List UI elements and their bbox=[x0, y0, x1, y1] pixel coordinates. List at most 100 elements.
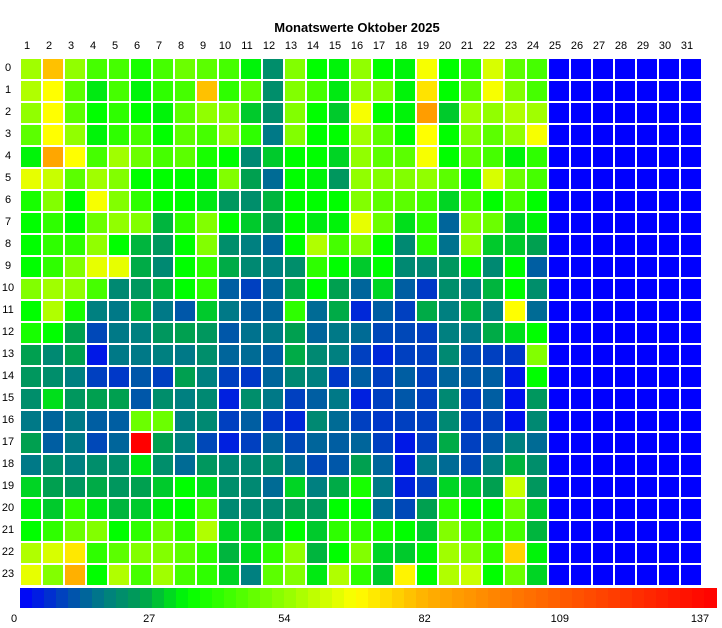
colorbar-segment bbox=[200, 588, 213, 608]
y-tick-label: 5 bbox=[4, 172, 12, 184]
heatmap-cell bbox=[285, 323, 305, 343]
heatmap-cell bbox=[329, 147, 349, 167]
heatmap-cell bbox=[175, 213, 195, 233]
heatmap-cell bbox=[527, 499, 547, 519]
heatmap-cell bbox=[87, 59, 107, 79]
heatmap-cell bbox=[241, 543, 261, 563]
heatmap-cell bbox=[87, 521, 107, 541]
heatmap-cell bbox=[395, 235, 415, 255]
colorbar-segment bbox=[332, 588, 345, 608]
heatmap-cell bbox=[219, 59, 239, 79]
heatmap-cell bbox=[417, 59, 437, 79]
heatmap-cell bbox=[87, 455, 107, 475]
heatmap-cell bbox=[659, 521, 679, 541]
heatmap-cell bbox=[197, 411, 217, 431]
heatmap-cell bbox=[571, 191, 591, 211]
heatmap-cell bbox=[549, 81, 569, 101]
heatmap-cell bbox=[153, 235, 173, 255]
heatmap-cell bbox=[109, 235, 129, 255]
heatmap-cell bbox=[21, 543, 41, 563]
heatmap-cell bbox=[241, 323, 261, 343]
heatmap-cell bbox=[109, 59, 129, 79]
heatmap-cell bbox=[263, 257, 283, 277]
heatmap-cell bbox=[307, 59, 327, 79]
heatmap-cell bbox=[241, 565, 261, 585]
heatmap-cell bbox=[307, 235, 327, 255]
heatmap-cell bbox=[637, 191, 657, 211]
colorbar-segment bbox=[488, 588, 501, 608]
heatmap-cell bbox=[637, 169, 657, 189]
heatmap-cell bbox=[87, 433, 107, 453]
heatmap-cell bbox=[131, 59, 151, 79]
heatmap-cell bbox=[109, 499, 129, 519]
heatmap-cell bbox=[263, 477, 283, 497]
heatmap-cell bbox=[659, 389, 679, 409]
heatmap-cell bbox=[549, 389, 569, 409]
heatmap-cell bbox=[505, 389, 525, 409]
heatmap-cell bbox=[87, 367, 107, 387]
heatmap-cell bbox=[87, 81, 107, 101]
heatmap-cell bbox=[131, 169, 151, 189]
heatmap-cell bbox=[351, 543, 371, 563]
heatmap-cell bbox=[527, 521, 547, 541]
heatmap-cell bbox=[681, 565, 701, 585]
heatmap-cell bbox=[65, 345, 85, 365]
y-tick-label: 15 bbox=[1, 392, 15, 404]
heatmap-cell bbox=[373, 125, 393, 145]
heatmap-cell bbox=[131, 191, 151, 211]
heatmap-cell bbox=[219, 477, 239, 497]
heatmap-cell bbox=[197, 433, 217, 453]
heatmap-cell bbox=[417, 323, 437, 343]
x-tick-label: 29 bbox=[636, 40, 650, 52]
heatmap-cell bbox=[571, 411, 591, 431]
x-tick-label: 12 bbox=[262, 40, 276, 52]
y-tick-label: 21 bbox=[1, 524, 15, 536]
heatmap-cell bbox=[65, 257, 85, 277]
heatmap-cell bbox=[197, 103, 217, 123]
heatmap-cell bbox=[285, 477, 305, 497]
heatmap-cell bbox=[197, 345, 217, 365]
heatmap-cell bbox=[505, 279, 525, 299]
heatmap-cell bbox=[153, 191, 173, 211]
heatmap-cell bbox=[65, 103, 85, 123]
heatmap-cell bbox=[329, 389, 349, 409]
heatmap-cell bbox=[681, 213, 701, 233]
heatmap-cell bbox=[131, 323, 151, 343]
heatmap-cell bbox=[373, 367, 393, 387]
heatmap-cell bbox=[483, 345, 503, 365]
heatmap-cell bbox=[329, 103, 349, 123]
heatmap-cell bbox=[329, 169, 349, 189]
heatmap-cell bbox=[659, 433, 679, 453]
heatmap-cell bbox=[549, 213, 569, 233]
x-tick-label: 25 bbox=[548, 40, 562, 52]
heatmap-cell bbox=[153, 389, 173, 409]
heatmap-cell bbox=[483, 499, 503, 519]
heatmap-cell bbox=[219, 125, 239, 145]
heatmap-cell bbox=[593, 433, 613, 453]
heatmap-cell bbox=[109, 367, 129, 387]
heatmap-cell bbox=[21, 345, 41, 365]
y-tick-label: 10 bbox=[1, 282, 15, 294]
heatmap-cell bbox=[439, 543, 459, 563]
heatmap-cell bbox=[131, 565, 151, 585]
heatmap-cell bbox=[373, 389, 393, 409]
heatmap-cell bbox=[637, 125, 657, 145]
heatmap-cell bbox=[395, 191, 415, 211]
heatmap-cell bbox=[329, 235, 349, 255]
y-tick-label: 1 bbox=[4, 84, 12, 96]
heatmap-cell bbox=[461, 521, 481, 541]
heatmap-cell bbox=[417, 81, 437, 101]
heatmap-cell bbox=[483, 389, 503, 409]
heatmap-cell bbox=[197, 543, 217, 563]
heatmap-cell bbox=[373, 433, 393, 453]
heatmap-cell bbox=[505, 345, 525, 365]
heatmap-cell bbox=[285, 345, 305, 365]
heatmap-cell bbox=[395, 103, 415, 123]
heatmap-cell bbox=[637, 235, 657, 255]
heatmap-cell bbox=[637, 81, 657, 101]
x-tick-label: 26 bbox=[570, 40, 584, 52]
heatmap-cell bbox=[87, 257, 107, 277]
y-tick-label: 6 bbox=[4, 194, 12, 206]
heatmap-cell bbox=[681, 59, 701, 79]
heatmap-cell bbox=[351, 565, 371, 585]
